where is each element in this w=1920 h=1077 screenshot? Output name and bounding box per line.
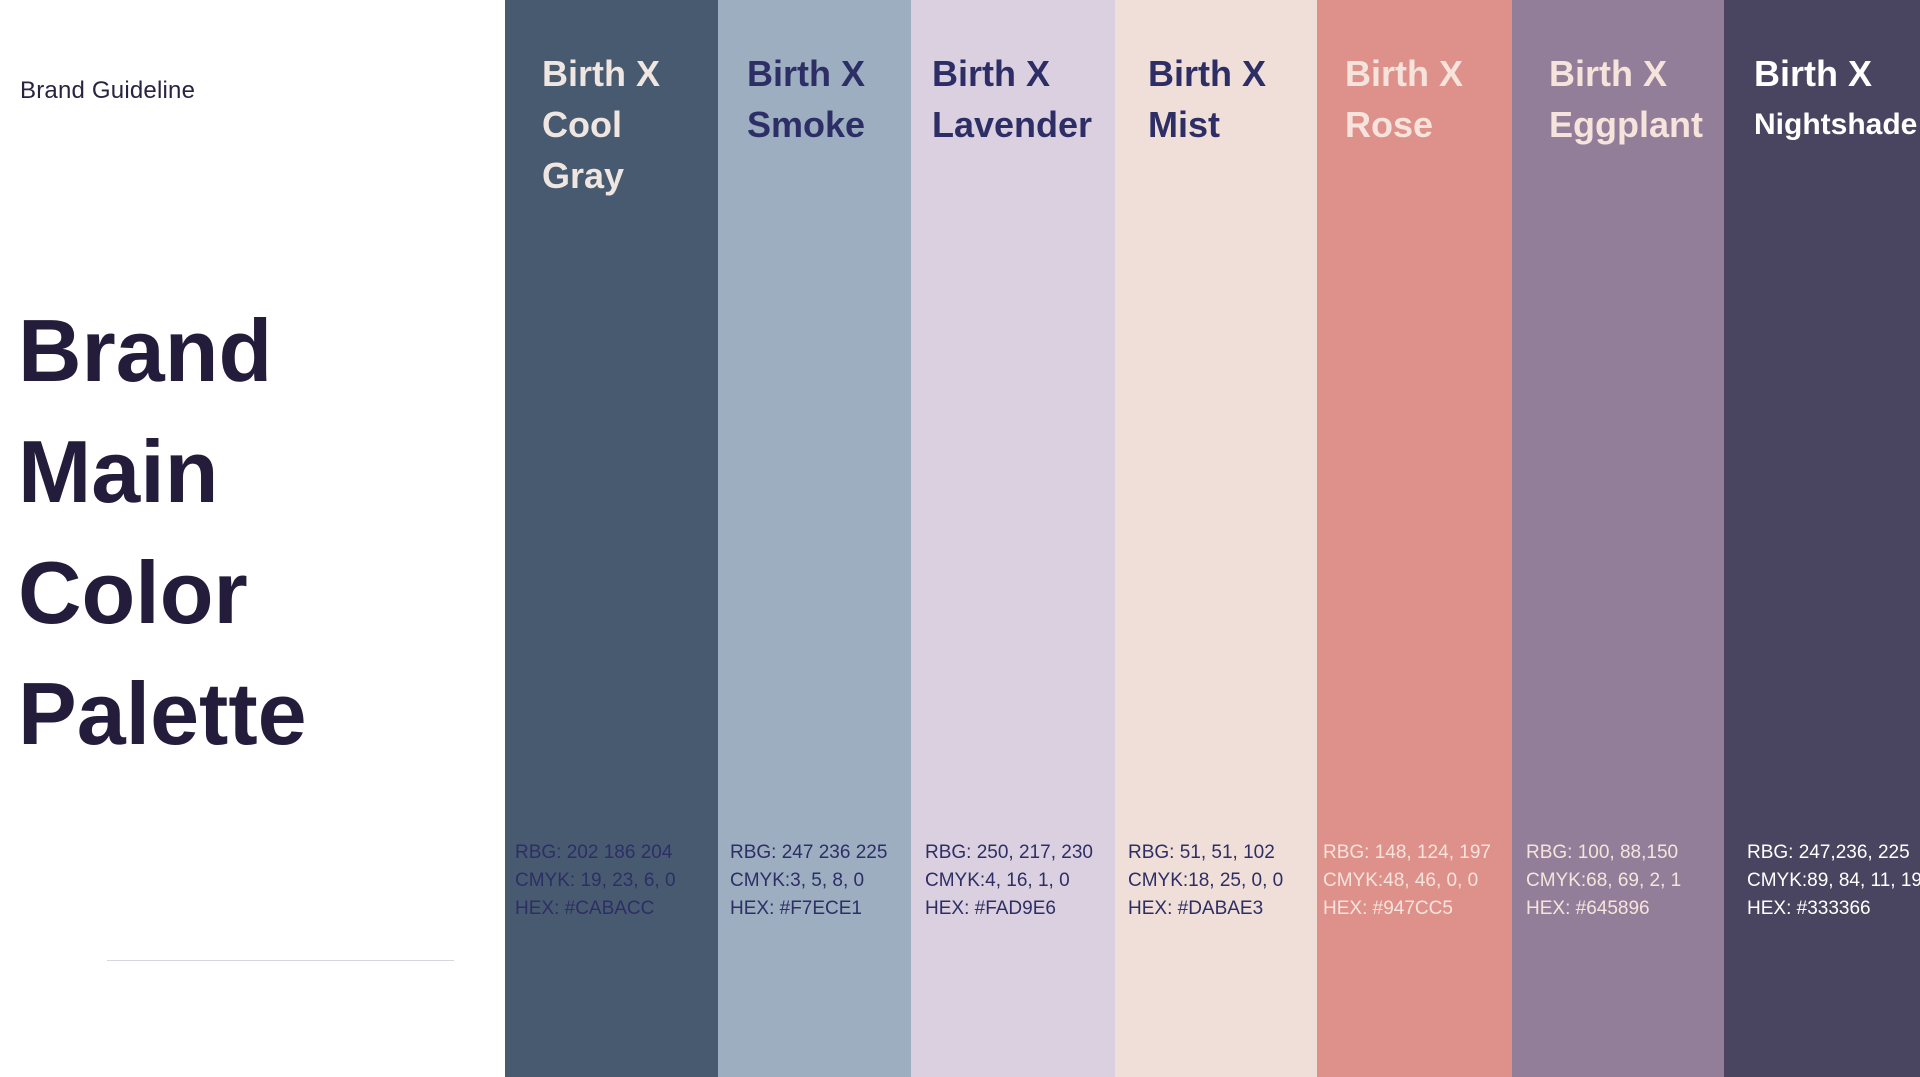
divider [107,960,454,961]
page-title-line: Brand [18,301,273,400]
swatch-specs: RBG: 202 186 204 CMYK: 19, 23, 6, 0 HEX:… [515,839,676,923]
hex-value: HEX: #333366 [1747,898,1871,919]
swatch-name-line: Gray [542,155,625,196]
swatch-name-line: Mist [1148,104,1220,145]
swatch-eggplant: Birth X Eggplant RBG: 100, 88,150 CMYK:6… [1512,0,1724,1077]
swatch-smoke: Birth X Smoke RBG: 247 236 225 CMYK:3, 5… [718,0,911,1077]
cmyk-value: CMYK:4, 16, 1, 0 [925,870,1070,891]
cmyk-value: CMYK:3, 5, 8, 0 [730,870,865,891]
swatch-name-line: Rose [1345,104,1434,145]
swatch-name-line: Birth X [747,53,866,94]
swatch-name-line: Smoke [747,104,866,145]
cmyk-value: CMYK: 19, 23, 6, 0 [515,870,676,891]
hex-value: HEX: #645896 [1526,898,1650,919]
swatch-specs: RBG: 250, 217, 230 CMYK:4, 16, 1, 0 HEX:… [925,839,1093,923]
swatch-specs: RBG: 100, 88,150 CMYK:68, 69, 2, 1 HEX: … [1526,839,1681,923]
cmyk-value: CMYK:89, 84, 11, 19 [1747,870,1920,891]
cmyk-value: CMYK:18, 25, 0, 0 [1128,870,1284,891]
hex-value: HEX: #FAD9E6 [925,898,1056,919]
swatch-specs: RBG: 51, 51, 102 CMYK:18, 25, 0, 0 HEX: … [1128,839,1283,923]
rgb-value: RBG: 100, 88,150 [1526,842,1679,863]
rgb-value: RBG: 202 186 204 [515,842,673,863]
swatch-name-line: Birth X [1148,53,1267,94]
swatch-rose: Birth X Rose RBG: 148, 124, 197 CMYK:48,… [1317,0,1512,1077]
swatch-name: Birth X Mist [1148,48,1266,150]
swatch-name: Birth X Lavender [932,48,1092,150]
color-swatches: Birth X Cool Gray RBG: 202 186 204 CMYK:… [505,0,1920,1077]
swatch-specs: RBG: 247,236, 225 CMYK:89, 84, 11, 19 HE… [1747,839,1920,923]
hex-value: HEX: #DABAE3 [1128,898,1264,919]
page-title: Brand Main Color Palette [18,290,307,774]
swatch-specs: RBG: 247 236 225 CMYK:3, 5, 8, 0 HEX: #F… [730,839,887,923]
page-title-line: Palette [18,664,307,763]
rgb-value: RBG: 247 236 225 [730,842,888,863]
cmyk-value: CMYK:68, 69, 2, 1 [1526,870,1682,891]
cmyk-value: CMYK:48, 46, 0, 0 [1323,870,1479,891]
swatch-specs: RBG: 148, 124, 197 CMYK:48, 46, 0, 0 HEX… [1323,839,1491,923]
swatch-name-line: Birth X [1549,53,1668,94]
rgb-value: RBG: 247,236, 225 [1747,842,1910,863]
page-title-line: Main [18,422,219,521]
swatch-name-line: Birth X [542,53,661,94]
swatch-name-line: Nightshade [1754,108,1918,141]
rgb-value: RBG: 250, 217, 230 [925,842,1093,863]
rgb-value: RBG: 51, 51, 102 [1128,842,1275,863]
swatch-mist: Birth X Mist RBG: 51, 51, 102 CMYK:18, 2… [1115,0,1317,1077]
rgb-value: RBG: 148, 124, 197 [1323,842,1491,863]
swatch-name: Birth X Cool Gray [542,48,660,201]
swatch-name-line: Birth X [932,53,1051,94]
swatch-cool-gray: Birth X Cool Gray RBG: 202 186 204 CMYK:… [505,0,718,1077]
hex-value: HEX: #F7ECE1 [730,898,862,919]
swatch-name-line: Eggplant [1549,104,1703,145]
left-panel: Brand Guideline Brand Main Color Palette [0,0,505,1077]
hex-value: HEX: #CABACC [515,898,655,919]
swatch-lavender: Birth X Lavender RBG: 250, 217, 230 CMYK… [911,0,1115,1077]
swatch-name: Birth X Nightshade [1754,48,1917,150]
swatch-name: Birth X Rose [1345,48,1463,150]
swatch-name-line: Cool [542,104,622,145]
swatch-name-line: Birth X [1345,53,1464,94]
page-title-line: Color [18,543,248,642]
swatch-nightshade: Birth X Nightshade RBG: 247,236, 225 CMY… [1724,0,1920,1077]
swatch-name: Birth X Eggplant [1549,48,1703,150]
swatch-name-line: Birth X [1754,53,1873,94]
brand-guideline-label: Brand Guideline [20,77,196,104]
swatch-name-line: Lavender [932,104,1093,145]
swatch-name: Birth X Smoke [747,48,865,150]
hex-value: HEX: #947CC5 [1323,898,1453,919]
